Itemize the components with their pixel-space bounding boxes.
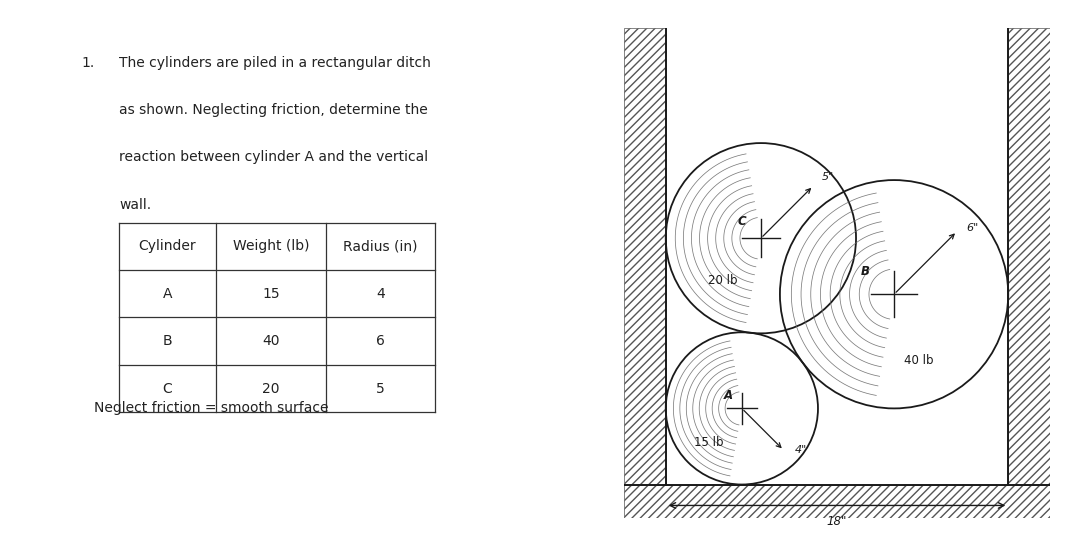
Text: 20: 20 (262, 382, 280, 395)
Text: 18": 18" (827, 515, 847, 528)
Text: 1.: 1. (81, 56, 95, 70)
Text: as shown. Neglecting friction, determine the: as shown. Neglecting friction, determine… (119, 103, 428, 117)
Text: 5": 5" (822, 172, 834, 182)
Text: 15: 15 (262, 287, 280, 301)
Text: 4": 4" (795, 445, 808, 455)
Text: Weight (lb): Weight (lb) (232, 240, 309, 253)
Text: B: B (861, 265, 870, 278)
Text: C: C (738, 214, 746, 228)
Text: The cylinders are piled in a rectangular ditch: The cylinders are piled in a rectangular… (119, 56, 431, 70)
Text: Cylinder: Cylinder (138, 240, 197, 253)
Text: 6: 6 (376, 334, 384, 348)
Bar (624, 28, 665, 485)
Text: Radius (in): Radius (in) (343, 240, 418, 253)
Bar (1009, 28, 1050, 485)
Text: A: A (724, 389, 733, 402)
Text: 20 lb: 20 lb (707, 273, 738, 287)
Text: wall.: wall. (119, 198, 151, 212)
Text: C: C (163, 382, 173, 395)
Text: Neglect friction = smooth surface: Neglect friction = smooth surface (94, 401, 328, 415)
Text: A: A (163, 287, 173, 301)
Text: 5: 5 (376, 382, 384, 395)
Text: 40: 40 (262, 334, 280, 348)
Text: 4: 4 (376, 287, 384, 301)
Text: 6": 6" (967, 223, 978, 233)
Text: reaction between cylinder A and the vertical: reaction between cylinder A and the vert… (119, 150, 428, 164)
Text: 15 lb: 15 lb (694, 436, 724, 449)
Text: B: B (163, 334, 173, 348)
Text: 40 lb: 40 lb (904, 354, 933, 367)
Bar (624, 485, 1050, 518)
